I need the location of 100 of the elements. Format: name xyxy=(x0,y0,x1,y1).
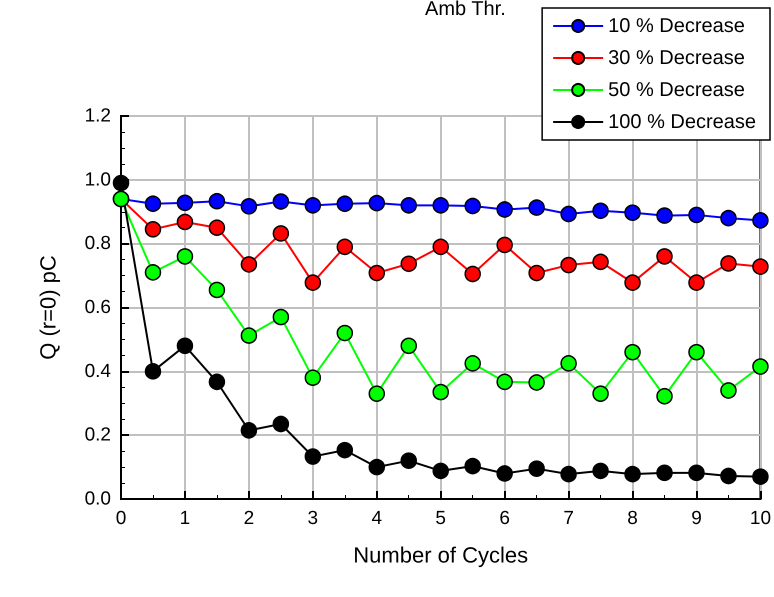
point xyxy=(144,264,162,281)
point xyxy=(432,238,449,256)
point xyxy=(592,202,609,220)
point xyxy=(176,214,194,230)
y-axis-title: Q (r=0) pC xyxy=(36,255,60,360)
point xyxy=(240,198,258,215)
x-tick-label: 6 xyxy=(499,508,510,529)
point xyxy=(272,308,290,326)
point xyxy=(336,324,354,342)
legend-label: 100 % Decrease xyxy=(608,111,756,133)
point xyxy=(208,282,226,298)
point xyxy=(752,212,769,229)
point xyxy=(496,465,513,482)
point xyxy=(592,385,609,402)
point xyxy=(720,468,737,484)
point xyxy=(304,369,322,386)
point xyxy=(496,374,513,390)
point xyxy=(592,254,609,270)
point xyxy=(240,422,258,439)
x-tick-label: 7 xyxy=(563,508,574,529)
point xyxy=(560,206,577,222)
point xyxy=(656,388,673,404)
point xyxy=(688,464,705,482)
point xyxy=(368,458,386,476)
point xyxy=(560,256,577,274)
point xyxy=(400,338,417,354)
point xyxy=(464,458,481,474)
x-tick-label: 2 xyxy=(244,508,254,529)
point xyxy=(336,196,354,212)
point xyxy=(240,256,258,273)
point xyxy=(720,210,737,226)
point xyxy=(272,193,290,210)
point xyxy=(176,338,194,354)
point xyxy=(432,384,449,400)
point xyxy=(368,194,386,212)
x-tick-label: 5 xyxy=(435,508,446,529)
point xyxy=(656,248,673,265)
point xyxy=(400,452,417,469)
point xyxy=(400,256,417,272)
point xyxy=(528,264,545,282)
point xyxy=(272,225,290,242)
point xyxy=(432,462,449,480)
point xyxy=(688,206,705,224)
point xyxy=(528,199,545,216)
legend-label: 30 % Decrease xyxy=(608,47,745,69)
point xyxy=(432,197,449,214)
y-tick-label: 0.6 xyxy=(84,297,111,318)
point xyxy=(688,344,705,360)
point xyxy=(720,382,737,399)
point xyxy=(336,442,354,458)
y-tick-label: 0.0 xyxy=(84,488,111,510)
point xyxy=(752,258,769,275)
point xyxy=(624,466,641,482)
point xyxy=(304,448,322,465)
y-tick-label: 1.2 xyxy=(84,106,111,126)
point xyxy=(368,264,386,282)
x-axis-title: Number of Cycles xyxy=(353,542,528,568)
x-tick-label: 4 xyxy=(371,508,382,529)
point xyxy=(528,374,545,391)
point xyxy=(624,204,641,221)
point xyxy=(464,355,481,372)
point xyxy=(144,196,162,212)
point xyxy=(304,197,322,214)
point xyxy=(208,219,226,236)
point xyxy=(272,416,290,432)
y-tick-label: 1.0 xyxy=(84,169,111,190)
x-tick-label: 8 xyxy=(627,508,638,529)
point xyxy=(560,466,577,482)
point xyxy=(336,238,354,256)
point xyxy=(752,358,769,375)
x-tick-label: 1 xyxy=(180,508,190,529)
point xyxy=(496,236,513,254)
point xyxy=(208,192,226,210)
point xyxy=(496,201,513,218)
point xyxy=(400,197,417,214)
y-tick-label: 0.4 xyxy=(84,360,112,382)
point xyxy=(304,274,322,291)
point xyxy=(720,255,737,272)
legend-label: 50 % Decrease xyxy=(608,79,745,101)
point xyxy=(592,462,609,480)
point xyxy=(112,174,130,192)
legend-label: 10 % Decrease xyxy=(608,15,745,37)
chart-title: Amb Thr. xyxy=(425,0,506,20)
point xyxy=(144,221,162,238)
x-tick-label: 3 xyxy=(308,508,318,529)
point xyxy=(656,464,673,482)
point xyxy=(528,460,545,477)
x-tick-label: 9 xyxy=(691,508,702,529)
point xyxy=(176,248,194,265)
point xyxy=(688,274,705,291)
x-tick-label: 10 xyxy=(750,508,772,529)
y-tick-label: 0.8 xyxy=(84,233,111,254)
point xyxy=(624,344,641,360)
point xyxy=(656,207,673,224)
point xyxy=(240,327,258,344)
point xyxy=(368,385,386,402)
point xyxy=(176,194,194,212)
point xyxy=(752,468,769,485)
x-tick-label: 0 xyxy=(116,508,126,529)
point xyxy=(464,198,481,214)
